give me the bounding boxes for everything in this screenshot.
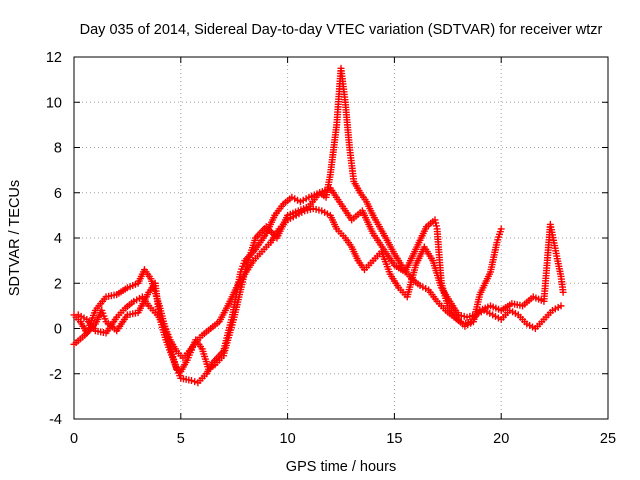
chart-title: Day 035 of 2014, Sidereal Day-to-day VTE… bbox=[80, 22, 603, 38]
data-points bbox=[70, 64, 567, 387]
x-tick-labels: 0 5 10 15 20 25 bbox=[70, 431, 616, 447]
x-tick-label: 20 bbox=[493, 431, 509, 447]
y-tick-label: -4 bbox=[49, 412, 62, 428]
y-axis-label: SDTVAR / TECUs bbox=[7, 180, 23, 296]
data-point bbox=[557, 302, 565, 310]
x-tick-label: 10 bbox=[280, 431, 296, 447]
y-tick-label: 6 bbox=[54, 186, 62, 202]
data-point bbox=[191, 378, 199, 386]
x-axis-label: GPS time / hours bbox=[286, 459, 396, 475]
data-point bbox=[187, 377, 195, 385]
x-tick-label: 0 bbox=[70, 431, 78, 447]
y-tick-label: 12 bbox=[46, 50, 62, 66]
y-tick-label: 4 bbox=[54, 231, 62, 247]
y-tick-label: 0 bbox=[54, 322, 62, 338]
data-point bbox=[497, 225, 505, 233]
y-tick-label: 8 bbox=[54, 141, 62, 157]
y-tick-label: 10 bbox=[46, 95, 62, 111]
y-tick-label: 2 bbox=[54, 276, 62, 292]
x-tick-label: 15 bbox=[386, 431, 402, 447]
plot-frame bbox=[73, 56, 609, 420]
y-tick-label: -2 bbox=[49, 367, 62, 383]
gridlines bbox=[74, 57, 608, 419]
x-tick-label: 25 bbox=[600, 431, 616, 447]
data-point bbox=[559, 288, 567, 296]
x-tick-label: 5 bbox=[177, 431, 185, 447]
y-tick-labels: -4 -2 0 2 4 6 8 10 12 bbox=[46, 50, 62, 428]
